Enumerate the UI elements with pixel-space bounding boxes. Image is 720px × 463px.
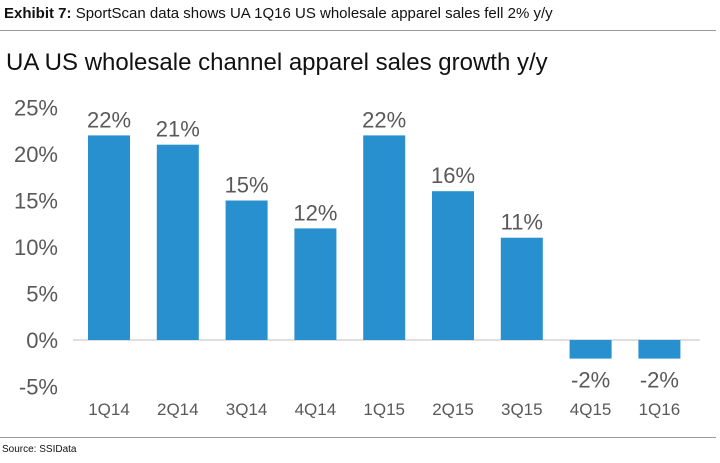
x-tick-label: 1Q14 <box>88 400 130 419</box>
chart-title: UA US wholesale channel apparel sales gr… <box>6 49 548 76</box>
data-label: 21% <box>156 117 200 142</box>
x-tick-label: 1Q16 <box>639 400 681 419</box>
top-divider <box>0 30 716 31</box>
x-axis-ticks: 1Q14 2Q14 3Q14 4Q14 1Q15 2Q15 3Q15 4Q15 1Q16 <box>88 400 680 419</box>
bar-chart: UA US wholesale channel apparel sales gr… <box>6 49 700 419</box>
bar-4Q14 <box>294 228 337 340</box>
x-tick-label: 3Q15 <box>501 400 543 419</box>
y-tick-label: 0% <box>26 328 58 353</box>
bar-4Q15 <box>569 340 612 359</box>
exhibit-label: Exhibit 7: <box>4 5 72 22</box>
bottom-divider <box>0 437 716 438</box>
exhibit-caption-text: SportScan data shows UA 1Q16 US wholesal… <box>75 5 553 22</box>
y-axis-ticks: 25% 20% 15% 10% 5% 0% -5% <box>14 96 58 400</box>
y-tick-label: 10% <box>14 235 58 260</box>
x-tick-label: 2Q15 <box>432 400 474 419</box>
x-tick-label: 4Q14 <box>295 400 337 419</box>
data-label: 16% <box>431 163 475 188</box>
bar-3Q14 <box>225 200 268 340</box>
bar-1Q14 <box>88 135 130 340</box>
data-labels: 22% 21% 15% 12% 22% 16% 11% -2% -2% <box>87 107 679 392</box>
bar-1Q16 <box>638 340 681 359</box>
bar-3Q15 <box>500 237 543 340</box>
y-tick-label: 5% <box>26 282 58 307</box>
data-label: -2% <box>640 368 679 393</box>
x-tick-label: 4Q15 <box>570 400 612 419</box>
bars <box>88 135 681 359</box>
data-label: 12% <box>293 200 337 225</box>
exhibit-caption: Exhibit 7: SportScan data shows UA 1Q16 … <box>4 5 553 22</box>
x-tick-label: 3Q14 <box>226 400 268 419</box>
data-label: 22% <box>87 107 131 132</box>
bar-2Q14 <box>156 144 199 340</box>
x-tick-label: 2Q14 <box>157 400 199 419</box>
bar-1Q15 <box>363 135 406 340</box>
bar-2Q15 <box>432 191 474 340</box>
x-tick-label: 1Q15 <box>363 400 405 419</box>
y-tick-label: 20% <box>14 142 58 167</box>
data-label: 15% <box>225 173 269 198</box>
y-tick-label: 25% <box>14 96 58 121</box>
data-label: 22% <box>362 107 406 132</box>
data-label: -2% <box>571 368 610 393</box>
y-tick-label: -5% <box>19 375 58 400</box>
data-label: 11% <box>501 210 543 235</box>
source-note: Source: SSIData <box>2 444 77 455</box>
y-tick-label: 15% <box>14 189 58 214</box>
